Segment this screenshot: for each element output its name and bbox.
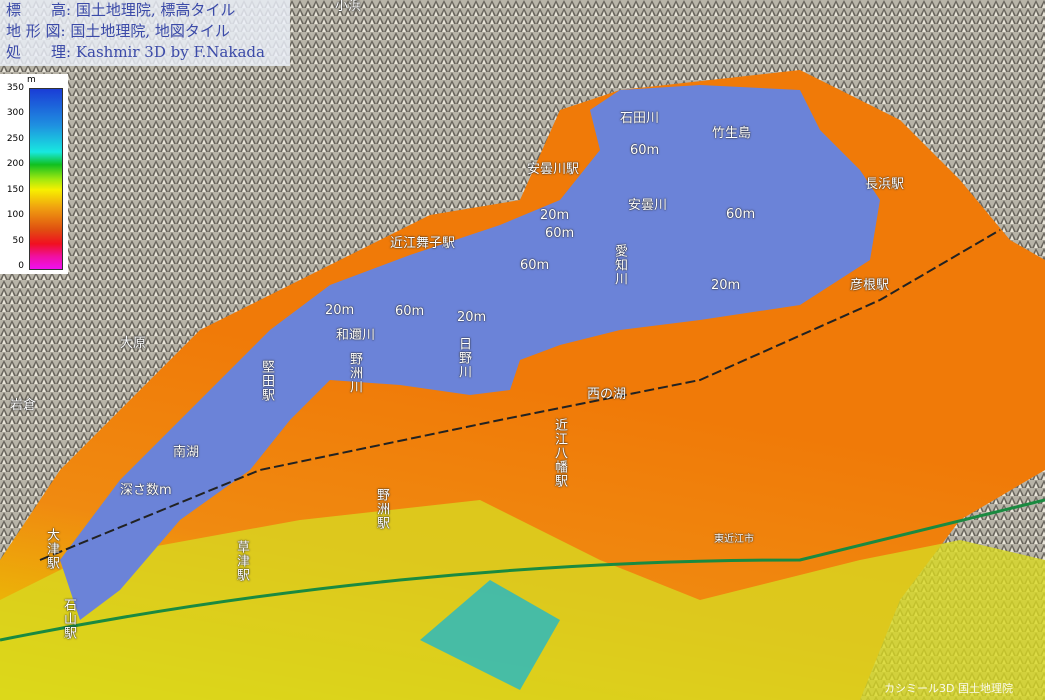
station-label: 彦根駅 (850, 278, 890, 293)
station-label: 石山駅 (61, 598, 76, 640)
river-label: 和邇川 (336, 328, 376, 343)
depth-label: 20m (540, 208, 570, 223)
hill-terrain (420, 580, 560, 690)
scale-tick: 300 (6, 108, 24, 118)
place-label: 岩倉 (10, 398, 37, 413)
lake-biwa (60, 85, 880, 620)
station-label: 近江八幡駅 (552, 418, 567, 488)
depth-label: 20m (457, 310, 487, 325)
scale-tick: 250 (6, 134, 24, 144)
city-label: 東近江市 (714, 534, 754, 545)
river-label: 日野川 (456, 337, 471, 379)
station-label: 近江舞子駅 (390, 236, 456, 251)
depth-label: 60m (545, 226, 575, 241)
station-label: 堅田駅 (259, 360, 274, 402)
river-label: 安曇川 (628, 198, 668, 213)
river-label: 愛知川 (612, 244, 627, 286)
depth-label: 60m (726, 207, 756, 222)
station-label: 安曇川駅 (527, 162, 580, 177)
depth-label: 20m (711, 278, 741, 293)
elevation-scale: m 350 300 250 200 150 100 50 0 (0, 74, 68, 274)
island-label: 竹生島 (712, 126, 752, 141)
lake-label: 南湖 (173, 445, 200, 460)
river-label: 石田川 (620, 111, 660, 126)
station-label: 長浜駅 (865, 177, 905, 192)
depth-label: 60m (395, 304, 425, 319)
railway (39, 229, 1001, 561)
scale-tick: 100 (6, 210, 24, 220)
place-label: 大原 (120, 336, 147, 351)
depth-label: 60m (630, 143, 660, 158)
scale-tick: 200 (6, 159, 24, 169)
scale-tick: 350 (6, 83, 24, 93)
credits-panel: 標 高: 国土地理院, 標高タイル 地 形 図: 国土地理院, 地図タイル 処 … (0, 0, 290, 66)
station-label: 野洲駅 (374, 488, 389, 530)
depth-label: 深さ数m (120, 483, 172, 498)
expressway (0, 498, 1045, 642)
scale-colorbar (29, 88, 63, 270)
depth-label: 20m (325, 303, 355, 318)
station-label: 草津駅 (234, 540, 249, 582)
scale-tick: 0 (18, 261, 24, 271)
station-label: 大津駅 (44, 528, 59, 570)
watermark: カシミール3D 国土地理院 (884, 682, 1013, 695)
lake-label: 西の湖 (587, 387, 627, 402)
river-label: 野洲川 (347, 352, 362, 394)
depth-label: 60m (520, 258, 550, 273)
place-label: 小浜 (335, 0, 362, 14)
credit-map: 地 形 図: 国土地理院, 地図タイル (6, 22, 230, 40)
scale-unit: m (27, 75, 36, 85)
scale-tick: 150 (6, 185, 24, 195)
scale-tick: 50 (12, 236, 24, 246)
credit-processing: 処 理: Kashmir 3D by F.Nakada (6, 43, 265, 61)
credit-elevation: 標 高: 国土地理院, 標高タイル (6, 1, 236, 19)
